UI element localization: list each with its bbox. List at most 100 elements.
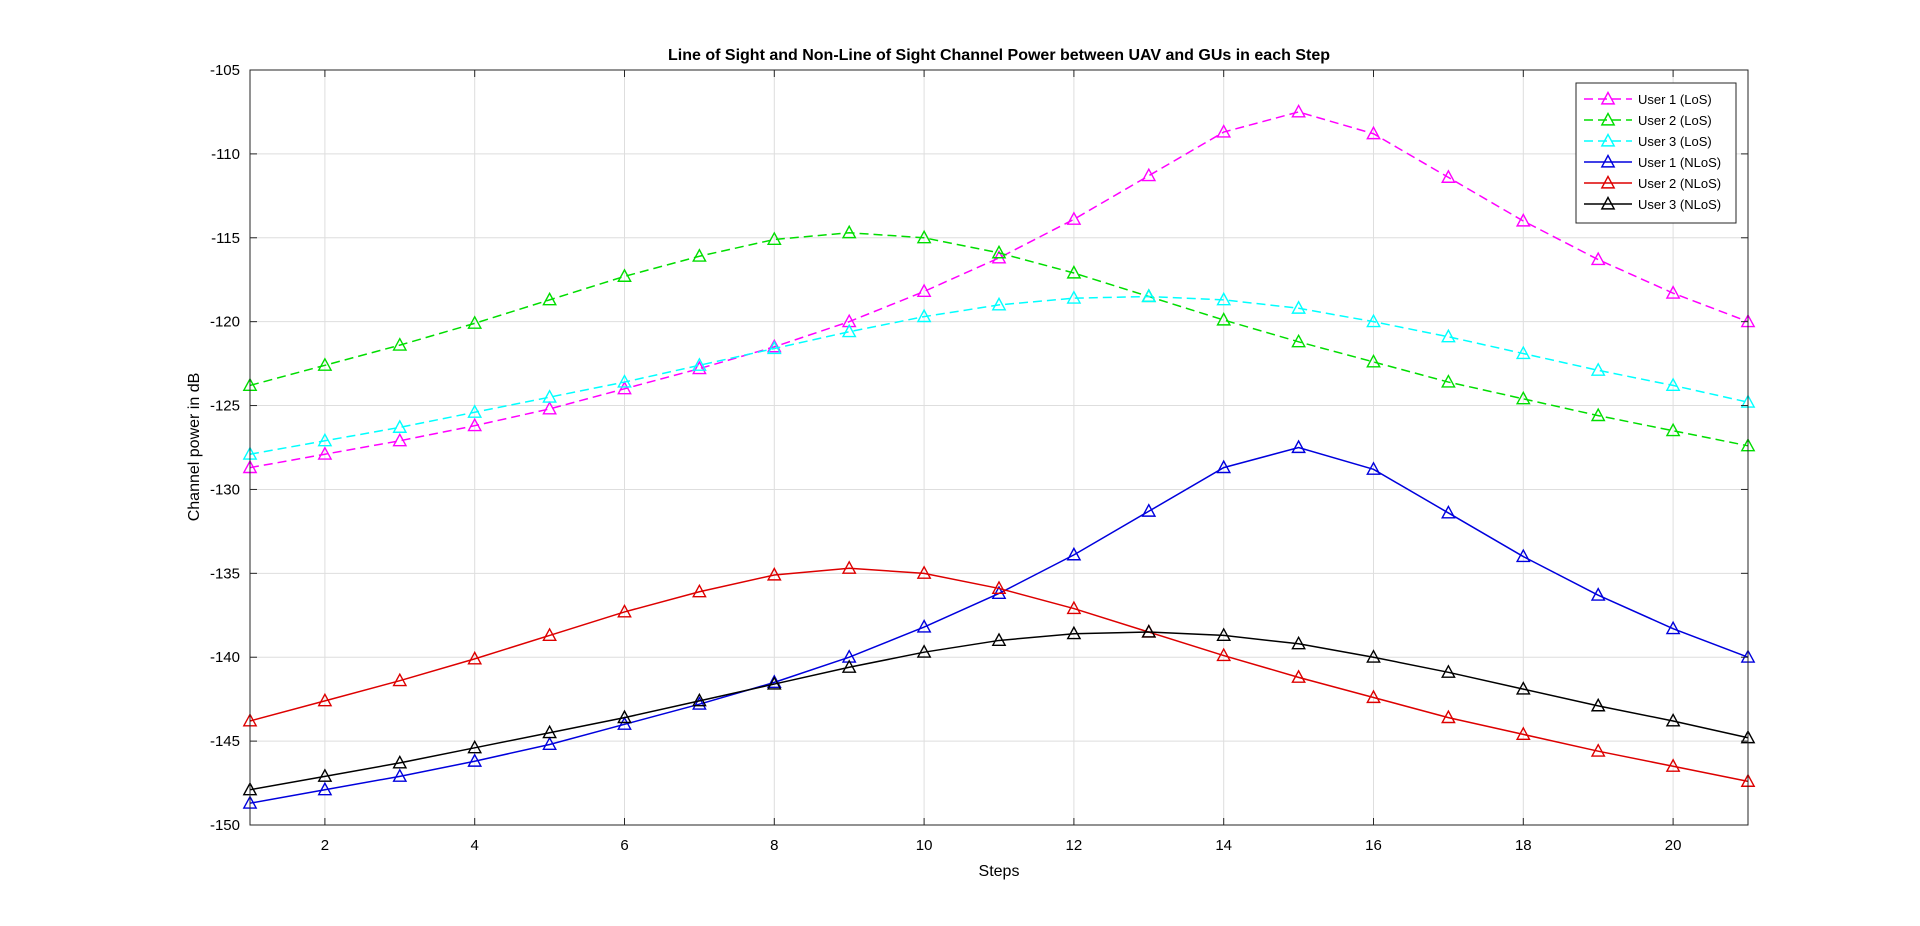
data-point-marker xyxy=(467,650,483,665)
legend-item: User 3 (NLoS) xyxy=(1584,196,1721,212)
legend-item: User 1 (LoS) xyxy=(1584,91,1712,107)
data-point-marker xyxy=(1066,211,1082,225)
legend-box xyxy=(1575,82,1737,224)
data-point-marker xyxy=(991,244,1007,259)
data-point-marker xyxy=(1665,422,1681,437)
data-point-marker xyxy=(392,419,408,433)
data-point-marker xyxy=(1291,635,1306,650)
x-tick-label: 4 xyxy=(471,837,479,854)
data-point-marker xyxy=(1441,709,1456,724)
y-tick-label: -135 xyxy=(210,565,240,582)
data-point-marker xyxy=(467,753,483,767)
data-point-marker xyxy=(1441,169,1456,183)
data-point-marker xyxy=(317,768,333,782)
series-layer xyxy=(242,103,1756,809)
data-point-marker xyxy=(1515,726,1531,740)
data-point-marker xyxy=(1141,167,1157,182)
y-tick-label: -120 xyxy=(210,314,240,331)
data-point-marker xyxy=(467,315,483,329)
data-point-marker xyxy=(692,248,707,262)
legend-label: User 1 (LoS) xyxy=(1638,92,1712,107)
data-point-marker xyxy=(1665,285,1681,299)
data-point-marker xyxy=(1291,333,1306,348)
data-point-marker xyxy=(1590,251,1606,266)
y-tick-label: -140 xyxy=(210,649,240,666)
data-point-marker xyxy=(991,296,1007,311)
data-point-marker xyxy=(1066,290,1082,304)
legend-marker xyxy=(1600,154,1616,168)
x-tick-label: 16 xyxy=(1365,837,1382,854)
legend-label: User 3 (LoS) xyxy=(1638,134,1712,149)
x-axis-label: Steps xyxy=(979,863,1020,880)
data-point-marker xyxy=(1291,669,1306,683)
chart-title: Line of Sight and Non-Line of Sight Chan… xyxy=(668,47,1330,64)
x-tick-label: 6 xyxy=(620,837,628,854)
data-point-marker xyxy=(692,696,707,710)
data-point-marker xyxy=(1590,697,1606,712)
data-point-marker xyxy=(1216,627,1232,641)
x-tick-label: 2 xyxy=(321,837,329,854)
data-point-marker xyxy=(542,736,557,751)
x-tick-label: 14 xyxy=(1215,837,1232,854)
y-tick-label: -110 xyxy=(211,146,240,163)
x-tick-label: 18 xyxy=(1515,837,1532,854)
data-point-marker xyxy=(617,374,632,388)
y-tick-label: -150 xyxy=(210,817,240,834)
data-point-marker xyxy=(692,360,707,375)
y-tick-label: -130 xyxy=(210,481,240,498)
data-point-marker xyxy=(542,724,557,739)
data-point-marker xyxy=(766,340,782,355)
legend: User 1 (LoS) User 2 (LoS) User 3 (LoS) User… xyxy=(1575,82,1737,224)
data-point-marker xyxy=(392,337,408,351)
data-point-marker xyxy=(991,580,1007,595)
data-point-marker xyxy=(1515,345,1531,360)
plot-frame xyxy=(249,69,1749,826)
data-point-marker xyxy=(1515,681,1531,695)
legend-marker xyxy=(1600,196,1616,210)
data-point-marker xyxy=(617,268,632,282)
data-point-marker xyxy=(1366,649,1381,663)
data-point-marker xyxy=(1066,546,1082,561)
data-point-marker xyxy=(692,692,707,707)
series-line xyxy=(249,111,1749,469)
legend-marker xyxy=(1600,112,1616,126)
data-point-marker xyxy=(542,627,557,641)
data-point-marker xyxy=(1441,504,1456,519)
data-point-marker xyxy=(317,432,333,447)
series-6 xyxy=(242,624,1756,796)
data-point-marker xyxy=(1066,625,1082,640)
data-point-marker xyxy=(841,560,857,574)
data-point-marker xyxy=(317,357,333,371)
x-tick-label: 12 xyxy=(1066,837,1083,854)
data-point-marker xyxy=(1515,390,1531,405)
series-line xyxy=(249,631,1749,791)
data-point-marker xyxy=(841,224,857,239)
data-point-marker xyxy=(766,676,782,690)
data-point-marker xyxy=(617,603,632,618)
data-point-marker xyxy=(542,291,557,306)
data-point-marker xyxy=(1066,600,1082,615)
data-point-marker xyxy=(617,380,632,395)
y-tick-label: -145 xyxy=(210,733,240,750)
data-point-marker xyxy=(1590,587,1606,601)
series-line xyxy=(249,231,1749,447)
data-point-marker xyxy=(1441,374,1456,388)
legend-marker xyxy=(1600,91,1616,105)
legend-label: User 2 (NLoS) xyxy=(1638,176,1721,191)
data-point-marker xyxy=(1291,103,1306,118)
data-point-marker xyxy=(1366,125,1381,140)
data-point-marker xyxy=(1665,713,1681,727)
data-point-marker xyxy=(542,389,557,403)
series-line xyxy=(249,567,1749,783)
y-tick-label: -105 xyxy=(210,62,240,79)
data-point-marker xyxy=(392,672,408,687)
data-point-marker xyxy=(1366,461,1381,475)
data-point-marker xyxy=(766,231,782,246)
data-point-marker xyxy=(392,754,408,769)
plot-area xyxy=(250,70,1748,825)
data-point-marker xyxy=(916,619,932,633)
data-point-marker xyxy=(1141,288,1157,303)
data-point-marker xyxy=(1141,624,1157,638)
legend-label: User 1 (NLoS) xyxy=(1638,155,1721,170)
